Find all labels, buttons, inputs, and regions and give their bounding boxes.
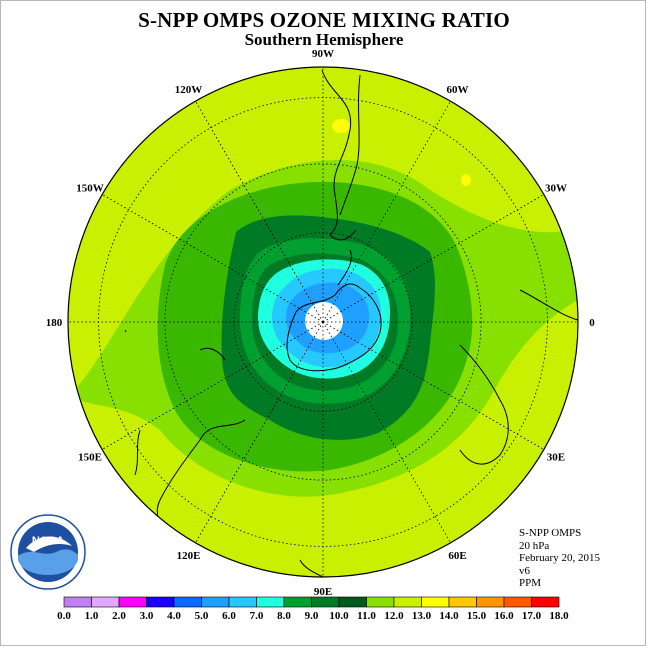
meridian-line [322,194,545,323]
color-bar-segment [146,596,175,608]
observation-date: February 20, 2015 [519,552,600,564]
color-bar-tick-label: 9.0 [305,610,319,622]
graticule [68,67,578,577]
color-bar-tick-label: 13.0 [412,610,432,622]
color-bar-tick-label: 12.0 [384,610,404,622]
color-bar-segment [366,596,395,608]
color-bar-segment [476,596,505,608]
instrument-label: S-NPP OMPS [519,527,582,539]
longitude-label-0: 0 [589,317,595,329]
color-bar-tick-label: 4.0 [167,610,181,622]
color-bar-tick-label: 7.0 [250,610,264,622]
meridian-line [101,194,324,323]
map-title: S-NPP OMPS OZONE MIXING RATIO [138,8,510,32]
color-bar-tick-label: 10.0 [329,610,349,622]
color-bar-segment [531,596,560,608]
color-bar-tick-label: 5.0 [195,610,209,622]
map-boundary [67,66,579,578]
color-bar-segment [311,596,340,608]
product-info: S-NPP OMPS 20 hPa February 20, 2015 v6 P… [519,527,600,590]
longitude-labels: 0 30E 60E 90E 120E 150E 180 150W 120W 90W 60W 30W [46,48,596,598]
longitude-label-150w: 150W [76,183,104,195]
color-bar-tick-label: 14.0 [439,610,459,622]
color-bar-segment [393,596,422,608]
color-bar-segment [283,596,312,608]
color-bar-segment [448,596,477,608]
color-bar: 0.0 1.0 2.0 3.0 4.0 5.0 6.0 7.0 8.0 9.0 10.0 11.0 12… [57,596,569,622]
meridian-line [322,321,451,544]
color-bar-tick-label: 11.0 [357,610,376,622]
meridian-line [322,100,451,323]
color-bar-tick-label: 6.0 [222,610,236,622]
color-bar-segment [201,596,230,608]
meridian-line [195,100,324,323]
color-bar-tick-label: 18.0 [549,610,569,622]
map-subtitle: Southern Hemisphere [244,30,404,49]
latitude-circle [164,163,482,481]
meridian-line [195,321,324,544]
color-bar-segment [421,596,450,608]
color-bar-tick-label: 8.0 [277,610,291,622]
color-bar-segment [338,596,367,608]
ozone-level-13-patch [332,119,350,133]
pressure-level: 20 hPa [519,539,550,552]
longitude-label-30e: 30E [547,452,565,464]
longitude-label-120e: 120E [177,550,201,562]
color-bar-segment [91,596,120,608]
color-bar-tick-label: 3.0 [140,610,154,622]
noaa-logo: NOAA [10,514,86,590]
longitude-label-150e: 150E [78,452,102,464]
units-label: PPM [519,577,542,589]
meridian-line [101,321,324,450]
color-bar-tick-label: 2.0 [112,610,126,622]
longitude-label-60e: 60E [448,550,466,562]
color-bar-tick-label: 15.0 [467,610,487,622]
color-bar-segment [63,596,92,608]
longitude-label-90w: 90W [312,48,334,60]
meridian-line [322,321,545,450]
color-bar-segment [173,596,202,608]
color-bar-segment [256,596,285,608]
longitude-label-180: 180 [46,317,63,329]
color-bar-tick-label: 17.0 [522,610,542,622]
color-bar-segment [118,596,147,608]
longitude-label-90e: 90E [314,586,332,598]
longitude-label-60w: 60W [447,84,469,96]
color-bar-segment [503,596,532,608]
longitude-label-120w: 120W [175,84,203,96]
color-bar-tick-label: 1.0 [85,610,99,622]
longitude-label-30w: 30W [545,183,567,195]
ozone-level-13-patch-small [461,174,471,186]
color-bar-tick-label: 16.0 [494,610,514,622]
noaa-logo-text: NOAA [32,535,64,547]
color-bar-segment [228,596,257,608]
color-bar-tick-label: 0.0 [57,610,71,622]
data-version: v6 [519,564,530,577]
